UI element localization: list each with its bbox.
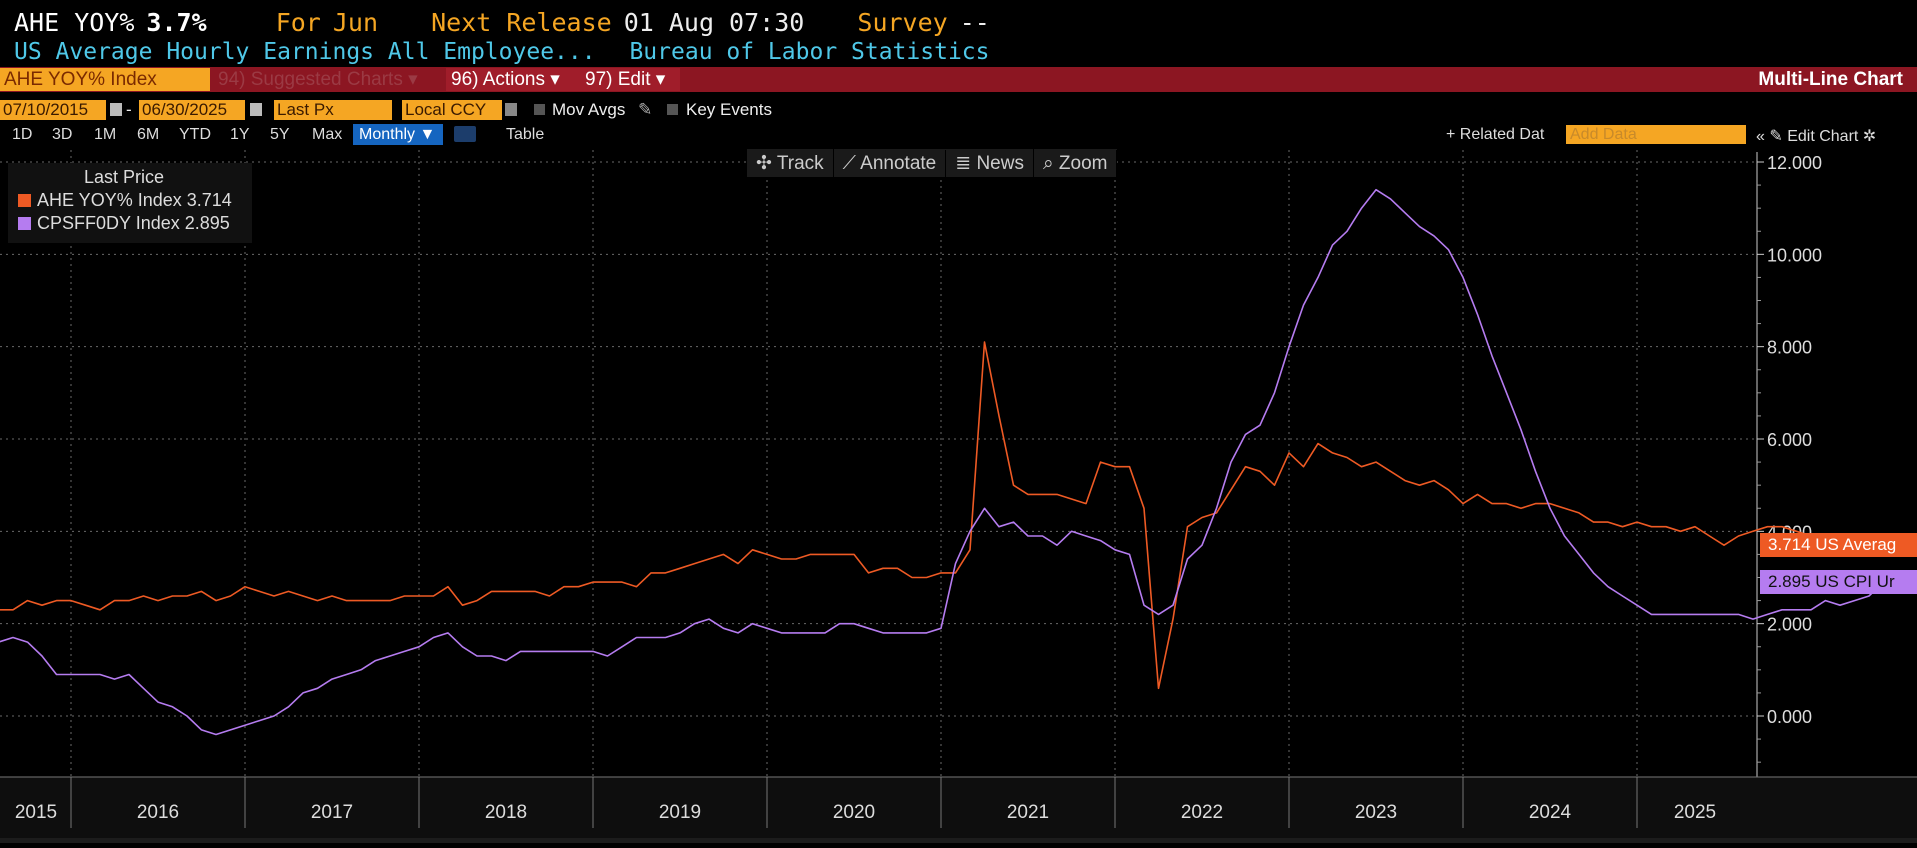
y-tick-label: 6.000 [1767, 430, 1812, 450]
related-data-button[interactable]: + Related Dat [1446, 126, 1545, 143]
series-line-cpi [0, 188, 1913, 736]
last-value-tag-cpi: 2.895 US CPI Ur [1760, 570, 1917, 595]
legend-swatch [18, 217, 31, 230]
pencil-icon[interactable]: ✎ [638, 100, 653, 119]
track-tool[interactable]: ✣ Track [747, 149, 834, 178]
y-tick-label: 8.000 [1767, 338, 1812, 358]
command-toolbar: AHE YOY% Index 94) Suggested Charts ▾ 96… [0, 67, 1917, 92]
range-3d[interactable]: 3D [52, 126, 73, 143]
x-year-label: 2020 [833, 802, 875, 823]
x-year-label: 2015 [15, 802, 57, 823]
line-chart[interactable]: 12.00010.0008.0006.0004.0002.0000.000201… [0, 146, 1917, 843]
calendar-icon[interactable] [250, 103, 262, 116]
range-ytd[interactable]: YTD [179, 126, 211, 143]
survey-label: Survey [857, 8, 948, 37]
x-year-label: 2019 [659, 802, 701, 823]
range-6m[interactable]: 6M [137, 126, 160, 143]
table-button[interactable]: Table [506, 126, 545, 143]
chart-style-icon[interactable] [454, 126, 476, 142]
x-year-label: 2023 [1355, 802, 1397, 823]
range-1y[interactable]: 1Y [230, 126, 250, 143]
ticker-field[interactable]: AHE YOY% Index [0, 68, 210, 91]
series-line-ahe [0, 341, 1884, 690]
x-year-label: 2018 [485, 802, 527, 823]
legend-label: AHE YOY% Index 3.714 [37, 190, 232, 210]
suggested-charts-button[interactable]: 94) Suggested Charts ▾ [218, 69, 418, 90]
range-1d[interactable]: 1D [12, 126, 33, 143]
chevron-down-icon[interactable] [505, 103, 517, 116]
calendar-icon[interactable] [110, 103, 122, 116]
description-text: US Average Hourly Earnings All Employee.… [14, 39, 596, 65]
legend-item-ahe[interactable]: AHE YOY% Index 3.714 [18, 190, 232, 211]
zoom-tool[interactable]: ⌕ Zoom [1034, 150, 1118, 178]
date-separator: - [126, 100, 132, 119]
range-row: 1D 3D 1M 6M YTD 1Y 5Y Max Monthly ▼ Tabl… [0, 124, 1917, 145]
range-1m[interactable]: 1M [94, 126, 117, 143]
x-axis-band [0, 777, 1917, 843]
survey-value: -- [959, 8, 990, 37]
x-year-label: 2024 [1529, 802, 1572, 823]
source-text: Bureau of Labor Statistics [629, 39, 990, 65]
security-description: US Average Hourly Earnings All Employee.… [14, 39, 989, 65]
mov-avgs-checkbox[interactable] [534, 104, 545, 115]
x-year-label: 2017 [311, 802, 353, 823]
y-tick-label: 12.000 [1767, 153, 1822, 173]
range-5y[interactable]: 5Y [270, 126, 290, 143]
legend-item-cpi[interactable]: CPSFF0DY Index 2.895 [18, 213, 230, 234]
actions-menu-button[interactable]: 96) Actions ▾ [446, 68, 581, 91]
legend-title: Last Price [84, 167, 165, 187]
ticker-label: AHE YOY% [14, 8, 135, 37]
currency-select[interactable]: Local CCY [402, 100, 502, 120]
chart-params-row: 07/10/2015 - 06/30/2025 Last Px Local CC… [0, 100, 1917, 120]
x-year-label: 2021 [1007, 802, 1049, 823]
y-tick-label: 0.000 [1767, 707, 1812, 727]
add-data-field[interactable]: Add Data [1566, 125, 1746, 144]
end-date-field[interactable]: 06/30/2025 [139, 100, 245, 120]
next-release-label: Next Release [431, 8, 612, 37]
x-year-label: 2025 [1674, 802, 1716, 823]
scroll-track [0, 838, 1917, 843]
chart-area: 12.00010.0008.0006.0004.0002.0000.000201… [0, 146, 1917, 848]
news-tool[interactable]: ≣ News [946, 149, 1034, 178]
start-date-field[interactable]: 07/10/2015 [0, 100, 106, 120]
for-label: For [275, 8, 321, 37]
last-value-tag-ahe: 3.714 US Averag [1760, 533, 1917, 558]
x-year-label: 2016 [137, 802, 179, 823]
edit-menu-button[interactable]: 97) Edit ▾ [580, 68, 680, 91]
x-year-label: 2022 [1181, 802, 1223, 823]
next-release-value: 01 Aug 07:30 [623, 8, 805, 37]
legend-swatch [18, 194, 31, 207]
mov-avgs-label: Mov Avgs [552, 100, 626, 119]
price-field-select[interactable]: Last Px [274, 100, 392, 120]
chart-tools: ✣ Track ⟋ Annotate ≣ News ⌕ Zoom [747, 149, 1118, 178]
range-max[interactable]: Max [312, 126, 343, 143]
legend-label: CPSFF0DY Index 2.895 [37, 213, 230, 233]
key-events-label: Key Events [686, 100, 772, 119]
ticker-value: 3.7% [146, 8, 207, 37]
edit-chart-button[interactable]: « ✎ Edit Chart ✲ [1756, 128, 1877, 145]
chart-type-label: Multi-Line Chart [1758, 69, 1903, 90]
key-events-checkbox[interactable] [667, 104, 678, 115]
y-tick-label: 10.000 [1767, 245, 1822, 265]
for-value: Jun [332, 8, 379, 37]
y-tick-label: 2.000 [1767, 615, 1812, 635]
annotate-tool[interactable]: ⟋ Annotate [834, 150, 947, 178]
period-select[interactable]: Monthly ▼ [353, 124, 443, 145]
chart-legend: Last Price AHE YOY% Index 3.714 CPSFF0DY… [8, 163, 252, 243]
security-header: AHE YOY% 3.7% For Jun Next Release 01 Aug 0… [14, 8, 1008, 37]
